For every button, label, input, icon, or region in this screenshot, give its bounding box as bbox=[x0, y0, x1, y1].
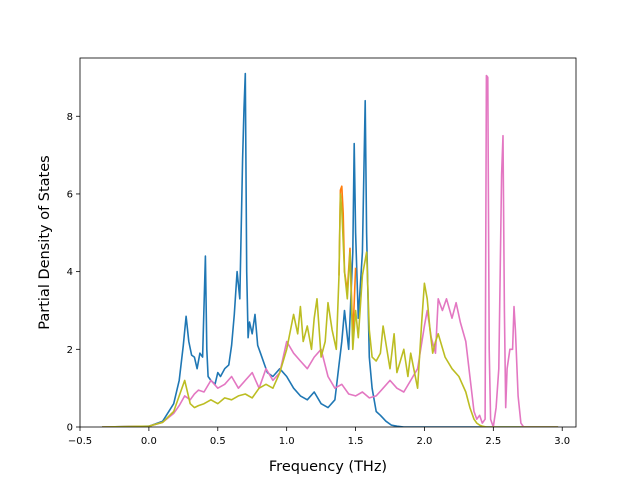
y-tick-label: 2 bbox=[67, 345, 73, 356]
plot-frame bbox=[79, 57, 577, 428]
y-axis: 0 2 4 6 8 bbox=[67, 112, 80, 434]
x-tick-label: −0.5 bbox=[68, 436, 92, 447]
x-tick-label: 2.0 bbox=[416, 436, 432, 447]
y-tick-label: 6 bbox=[67, 189, 73, 200]
y-tick-label: 4 bbox=[67, 267, 73, 278]
series-line-1 bbox=[101, 72, 559, 427]
x-tick-label: 1.0 bbox=[279, 436, 295, 447]
x-axis-label: Frequency (THz) bbox=[269, 459, 387, 475]
y-tick-label: 8 bbox=[67, 112, 73, 123]
x-tick-label: 2.5 bbox=[485, 436, 501, 447]
series-line-3 bbox=[101, 74, 559, 427]
x-tick-label: 0.0 bbox=[141, 436, 157, 447]
x-tick-label: 1.5 bbox=[348, 436, 364, 447]
y-tick-label: 0 bbox=[67, 423, 73, 434]
series-layer bbox=[101, 72, 559, 427]
x-axis: −0.5 0.0 0.5 1.0 1.5 2.0 2.5 3.0 bbox=[68, 427, 570, 447]
series-line-4 bbox=[101, 193, 559, 427]
x-tick-label: 0.5 bbox=[210, 436, 226, 447]
y-axis-label: Partial Density of States bbox=[37, 155, 53, 329]
x-tick-label: 3.0 bbox=[554, 436, 570, 447]
